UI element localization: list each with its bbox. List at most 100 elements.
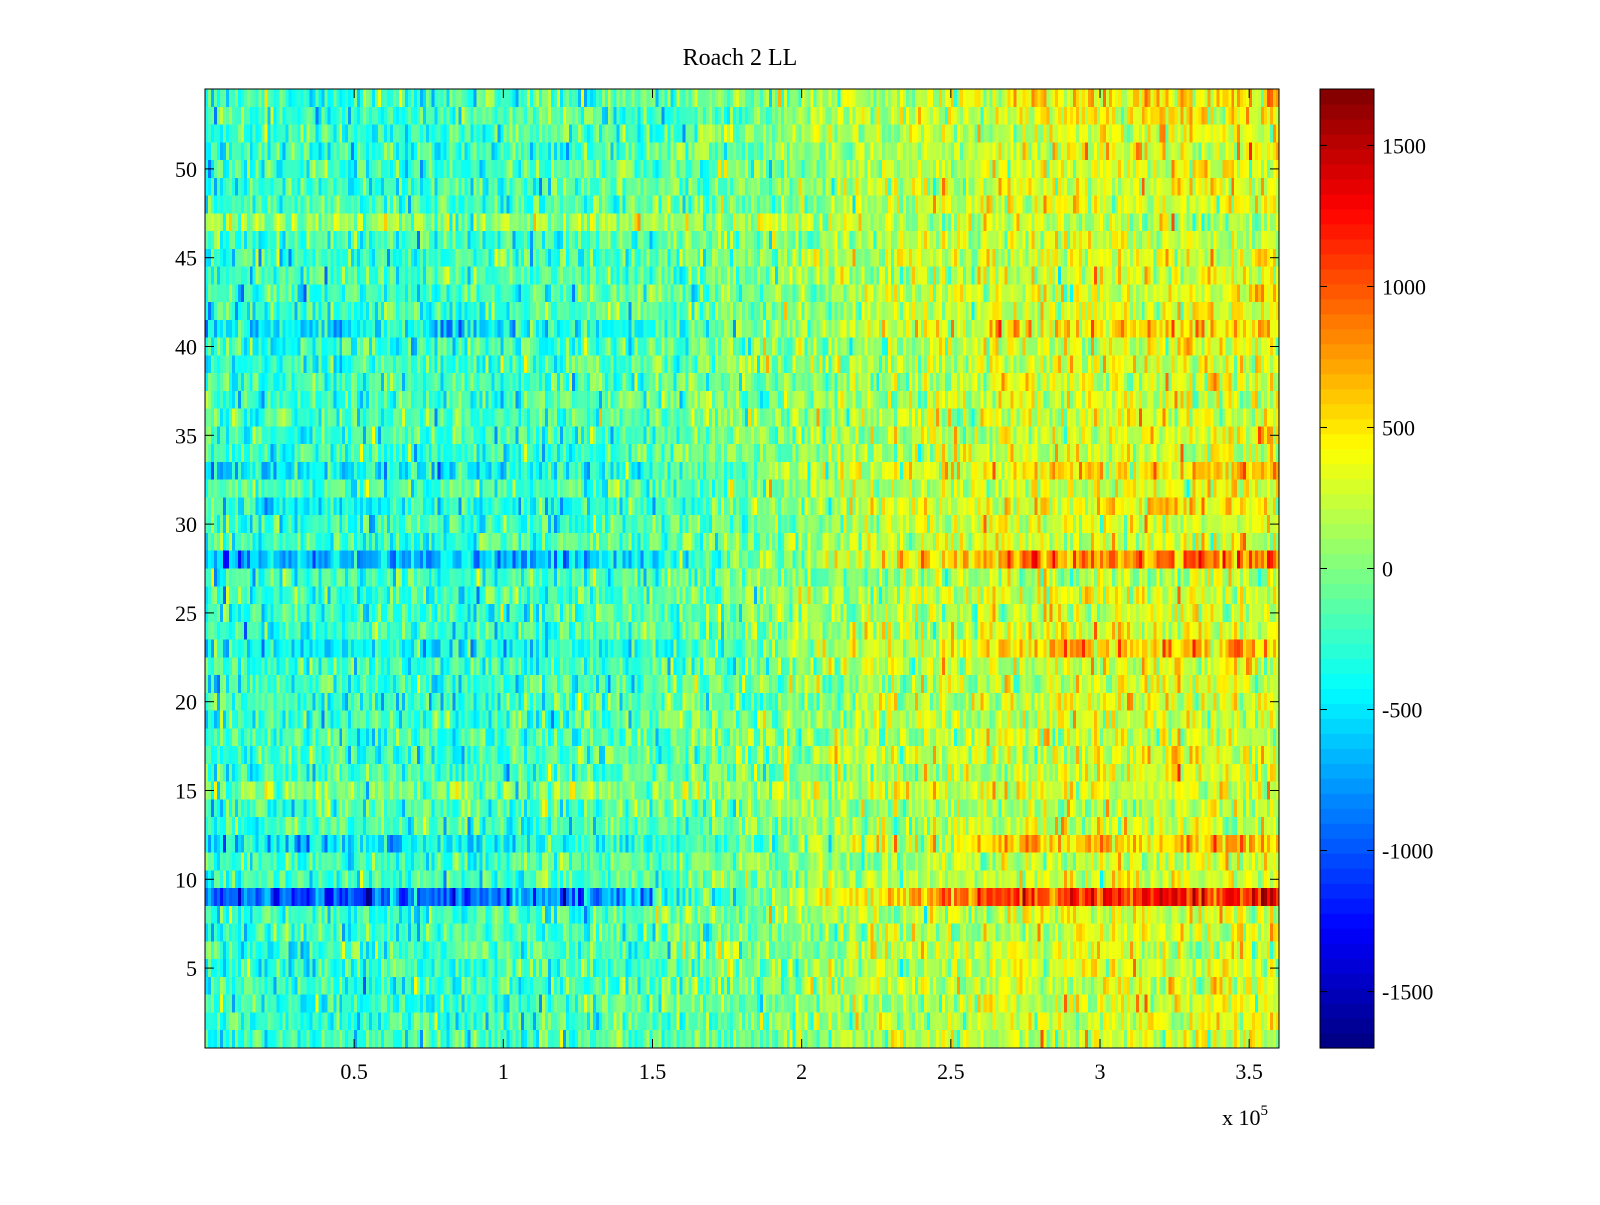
colorbar-band	[1320, 238, 1374, 255]
y-tick-label: 10	[175, 867, 197, 892]
colorbar-band	[1320, 553, 1374, 570]
colorbar-tick-label: 500	[1382, 415, 1415, 440]
heatmap-image	[205, 89, 1279, 1048]
colorbar-band	[1320, 403, 1374, 420]
colorbar-band	[1320, 163, 1374, 180]
colorbar-band	[1320, 883, 1374, 899]
chart-title: Roach 2 LL	[683, 45, 798, 71]
colorbar-band	[1320, 478, 1374, 495]
x-tick-label: 0.5	[340, 1059, 368, 1084]
colorbar-band	[1320, 208, 1374, 225]
colorbar-band	[1320, 733, 1374, 749]
colorbar-band	[1320, 463, 1374, 480]
colorbar-band	[1320, 283, 1374, 300]
y-tick-label: 25	[175, 601, 197, 626]
colorbar-band	[1320, 808, 1374, 824]
colorbar-band	[1320, 343, 1374, 360]
x-multiplier-base: x 10	[1222, 1105, 1261, 1130]
plot-frame	[204, 88, 1280, 1049]
colorbar-band	[1320, 133, 1374, 150]
colorbar-band	[1320, 358, 1374, 375]
x-axis-multiplier: x 105	[1222, 1103, 1268, 1130]
y-tick-label: 40	[175, 335, 197, 360]
y-tick-label: 15	[175, 778, 197, 803]
colorbar-band	[1320, 448, 1374, 465]
colorbar-band	[1320, 268, 1374, 285]
colorbar-band	[1320, 193, 1374, 210]
colorbar-band	[1320, 388, 1374, 405]
colorbar-band	[1320, 313, 1374, 330]
colorbar-band	[1320, 523, 1374, 540]
colorbar-band	[1320, 613, 1374, 630]
x-tick-label: 3	[1095, 1059, 1106, 1084]
colorbar-band	[1320, 643, 1374, 660]
y-tick-label: 50	[175, 157, 197, 182]
colorbar-band	[1320, 928, 1374, 944]
x-tick-label: 3.5	[1235, 1059, 1263, 1084]
colorbar-band	[1320, 373, 1374, 390]
colorbar-band	[1320, 148, 1374, 165]
colorbar-band	[1320, 673, 1374, 689]
colorbar-tick-label: 1500	[1382, 133, 1426, 158]
colorbar-band	[1320, 1033, 1374, 1049]
y-tick-label: 35	[175, 423, 197, 448]
colorbar-band	[1320, 89, 1374, 105]
x-tick-label: 2	[796, 1059, 807, 1084]
colorbar-band	[1320, 838, 1374, 854]
colorbar-band	[1320, 253, 1374, 270]
colorbar-band	[1320, 1003, 1374, 1019]
y-tick-label: 30	[175, 512, 197, 537]
colorbar-tick-label: 1000	[1382, 274, 1426, 299]
x-multiplier-exponent: 5	[1261, 1103, 1269, 1119]
colorbar-band	[1320, 718, 1374, 734]
colorbar-band	[1320, 688, 1374, 704]
x-tick-label: 1	[498, 1059, 509, 1084]
colorbar-axis: 1500 1000 500 0 -500 -1000 -1500	[1320, 133, 1433, 1005]
colorbar-band	[1320, 298, 1374, 315]
y-tick-label: 20	[175, 690, 197, 715]
colorbar-band	[1320, 568, 1374, 585]
colorbar-band	[1320, 853, 1374, 869]
colorbar-band	[1320, 628, 1374, 645]
colorbar-tick-label: 0	[1382, 557, 1393, 582]
colorbar-band	[1320, 943, 1374, 959]
colorbar-band	[1320, 703, 1374, 719]
colorbar-tick-label: -1000	[1382, 839, 1433, 864]
colorbar-band	[1320, 1018, 1374, 1034]
colorbar-band	[1320, 508, 1374, 525]
x-tick-label: 1.5	[639, 1059, 667, 1084]
colorbar-tick-label: -500	[1382, 698, 1422, 723]
colorbar-band	[1320, 823, 1374, 839]
colorbar-band	[1320, 598, 1374, 615]
colorbar-band	[1320, 103, 1374, 120]
colorbar-band	[1320, 538, 1374, 555]
x-axis: 0.5 1 1.5 2 2.5 3 3.5	[340, 89, 1263, 1084]
colorbar-band	[1320, 418, 1374, 435]
colorbar-band	[1320, 223, 1374, 240]
colorbar-band	[1320, 178, 1374, 195]
colorbar-band	[1320, 973, 1374, 989]
y-axis: 5 10 15 20 25 30 35 40 45 50	[175, 157, 1279, 981]
colorbar-band	[1320, 433, 1374, 450]
colorbar-band	[1320, 988, 1374, 1004]
colorbar-band	[1320, 493, 1374, 510]
colorbar-band	[1320, 898, 1374, 914]
y-tick-label: 45	[175, 246, 197, 271]
colorbar-band	[1320, 658, 1374, 674]
colorbar-band	[1320, 958, 1374, 974]
colorbar-band	[1320, 868, 1374, 884]
colorbar-band	[1320, 328, 1374, 345]
heatmap-cells	[205, 89, 1279, 1048]
colorbar-band	[1320, 763, 1374, 779]
colorbar	[1320, 89, 1374, 1049]
colorbar-tick-label: -1500	[1382, 980, 1433, 1005]
colorbar-band	[1320, 118, 1374, 135]
y-tick-label: 5	[186, 956, 197, 981]
colorbar-band	[1320, 913, 1374, 929]
colorbar-band	[1320, 748, 1374, 764]
colorbar-band	[1320, 583, 1374, 600]
colorbar-band	[1320, 793, 1374, 809]
colorbar-band	[1320, 778, 1374, 794]
